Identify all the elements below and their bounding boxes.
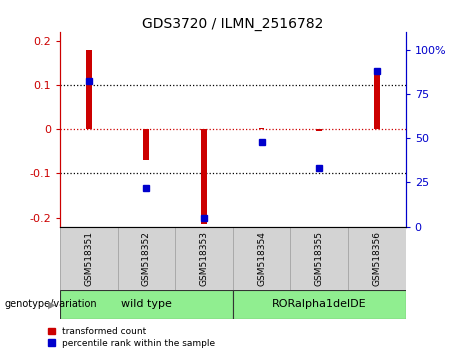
Text: GSM518354: GSM518354 <box>257 231 266 286</box>
Bar <box>175 227 233 290</box>
Title: GDS3720 / ILMN_2516782: GDS3720 / ILMN_2516782 <box>142 17 324 31</box>
Text: GSM518352: GSM518352 <box>142 231 151 286</box>
Bar <box>60 227 118 290</box>
Bar <box>60 290 233 319</box>
Bar <box>316 129 322 131</box>
Text: ▶: ▶ <box>48 299 55 309</box>
Text: GSM518353: GSM518353 <box>200 231 208 286</box>
Text: GSM518355: GSM518355 <box>315 231 324 286</box>
Text: GSM518356: GSM518356 <box>372 231 381 286</box>
Bar <box>348 227 406 290</box>
Text: RORalpha1delDE: RORalpha1delDE <box>272 299 366 309</box>
Bar <box>290 227 348 290</box>
Bar <box>143 129 149 160</box>
Bar <box>201 129 207 224</box>
Text: GSM518351: GSM518351 <box>84 231 93 286</box>
Bar <box>374 69 380 129</box>
Bar <box>118 227 175 290</box>
Text: genotype/variation: genotype/variation <box>5 299 97 309</box>
Text: wild type: wild type <box>121 299 172 309</box>
Bar <box>86 50 92 129</box>
Bar <box>233 290 406 319</box>
Legend: transformed count, percentile rank within the sample: transformed count, percentile rank withi… <box>46 325 217 349</box>
Bar <box>233 227 290 290</box>
